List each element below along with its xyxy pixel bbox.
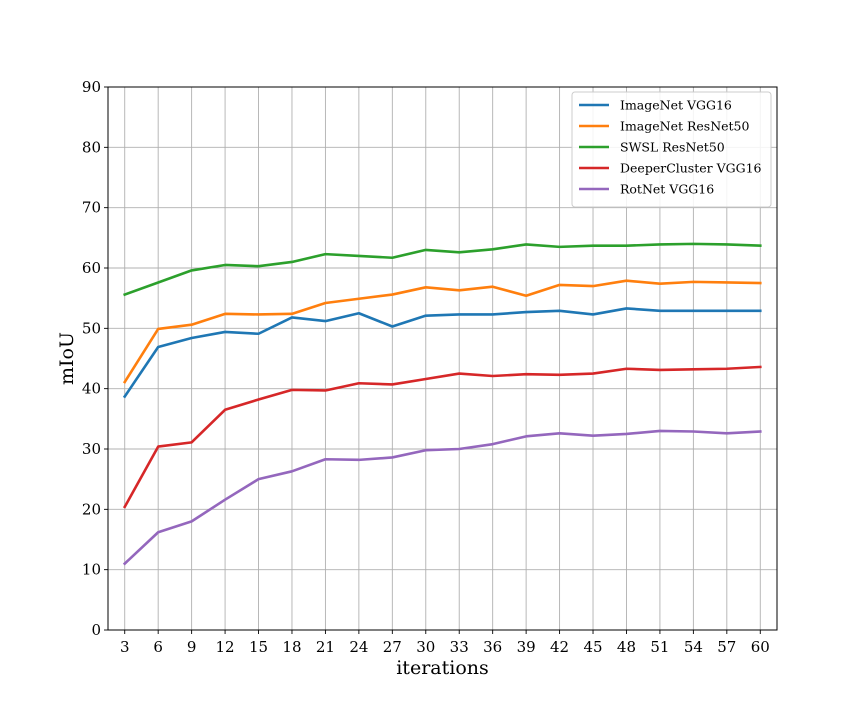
x-tick-label: 18 bbox=[282, 638, 301, 656]
x-tick-label: 51 bbox=[650, 638, 669, 656]
y-tick-label: 0 bbox=[91, 621, 101, 639]
series-line-4 bbox=[122, 429, 762, 566]
legend-label: ImageNet ResNet50 bbox=[620, 119, 750, 134]
series-line-2 bbox=[123, 242, 762, 297]
y-tick-label: 90 bbox=[82, 78, 101, 96]
x-tick-label: 42 bbox=[550, 638, 569, 656]
x-tick-label: 12 bbox=[216, 638, 235, 656]
y-tick-label: 10 bbox=[82, 561, 101, 579]
x-tick-label: 36 bbox=[483, 638, 502, 656]
x-tick-label: 39 bbox=[517, 638, 536, 656]
x-tick-label: 15 bbox=[249, 638, 268, 656]
legend-label: SWSL ResNet50 bbox=[620, 140, 725, 155]
y-tick-label: 70 bbox=[82, 199, 101, 217]
legend-box bbox=[571, 91, 772, 208]
legend: ImageNet VGG16 ImageNet ResNet50 SWSL ResN… bbox=[571, 91, 772, 208]
y-tick-label: 50 bbox=[82, 319, 101, 337]
x-tick-label: 57 bbox=[717, 638, 736, 656]
x-tick-label: 33 bbox=[450, 638, 469, 656]
y-tick-label: 40 bbox=[82, 380, 101, 398]
x-tick-label: 48 bbox=[617, 638, 636, 656]
x-tick-label: 45 bbox=[583, 638, 602, 656]
x-tick-label: 21 bbox=[316, 638, 335, 656]
x-tick-label: 27 bbox=[383, 638, 402, 656]
y-tick-label: 20 bbox=[82, 500, 101, 518]
series-line-3 bbox=[122, 365, 762, 509]
x-tick-label: 9 bbox=[187, 638, 197, 656]
legend-label: ImageNet VGG16 bbox=[620, 98, 732, 113]
x-axis-label: iterations bbox=[396, 657, 489, 679]
series-line-1 bbox=[122, 279, 762, 384]
x-tick-label: 6 bbox=[153, 638, 163, 656]
y-tick-label: 80 bbox=[82, 138, 101, 156]
y-tick-label: 60 bbox=[82, 259, 101, 277]
legend-label: DeeperCluster VGG16 bbox=[620, 161, 762, 176]
axis-ticks: 3 6 9 12 15 18 21 24 27 30 33 36 39 42 45 48 51 54 57 60010… bbox=[82, 78, 770, 656]
x-tick-label: 24 bbox=[349, 638, 368, 656]
series-line-0 bbox=[122, 307, 762, 399]
series-lines bbox=[122, 242, 762, 566]
y-axis-label: mIoU bbox=[56, 332, 78, 385]
x-tick-label: 54 bbox=[684, 638, 703, 656]
x-tick-label: 3 bbox=[120, 638, 130, 656]
x-tick-label: 30 bbox=[416, 638, 435, 656]
x-tick-label: 60 bbox=[751, 638, 770, 656]
legend-label: RotNet VGG16 bbox=[620, 182, 714, 197]
plot-frame bbox=[107, 86, 778, 631]
y-tick-label: 30 bbox=[82, 440, 101, 458]
